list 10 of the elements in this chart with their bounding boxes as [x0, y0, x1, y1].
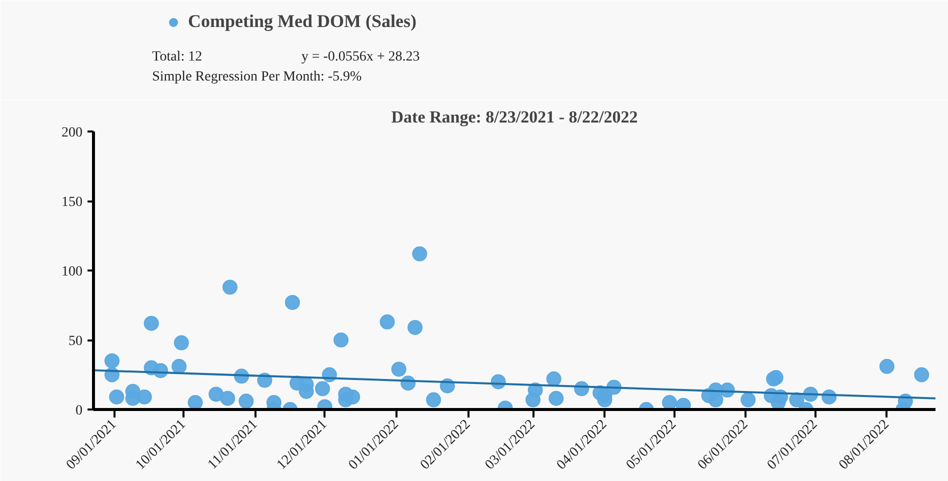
y-tick-label: 100	[62, 264, 82, 280]
y-tick-label: 150	[62, 195, 82, 210]
text: y = -0.0556x + 28.23	[301, 50, 420, 64]
text: Total: 12	[152, 50, 202, 64]
chart-title: Date Range: 8/23/2021 - 8/22/2022	[391, 108, 638, 126]
y-tick-label: 0	[76, 404, 82, 418]
text: Simple Regression Per Month: -5.9%	[152, 70, 362, 84]
y-tick-label: 50	[68, 334, 82, 349]
y-tick-label: 200	[62, 126, 82, 140]
legend-label: Competing Med DOM (Sales)	[188, 11, 416, 32]
